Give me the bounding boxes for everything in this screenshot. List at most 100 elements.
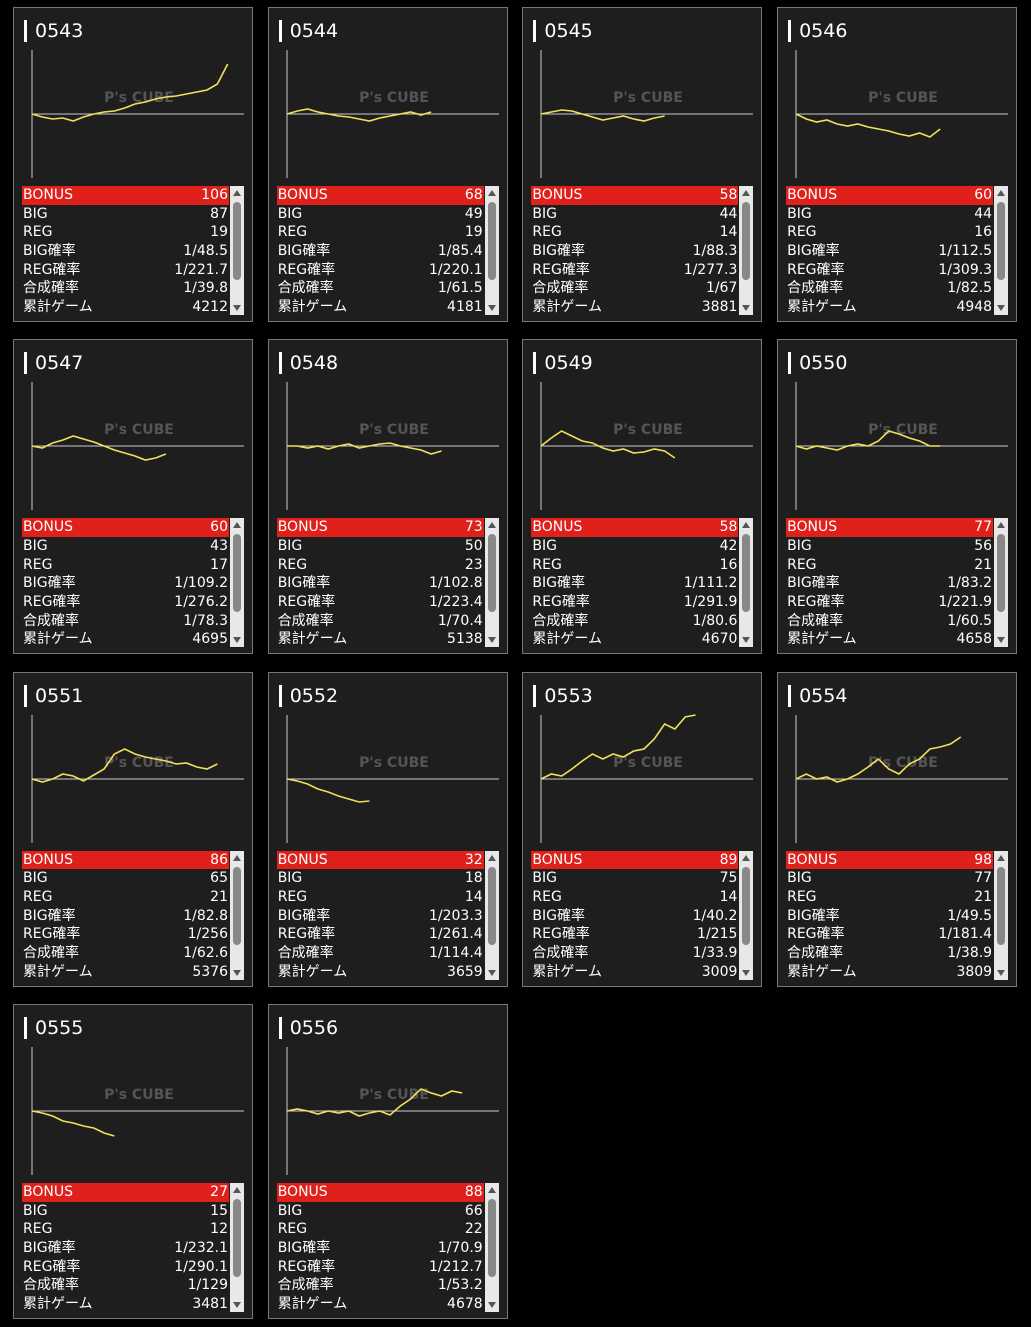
stats-row: 合成確率 1/78.3 [22, 612, 229, 631]
stat-value: 1/61.5 [437, 280, 483, 297]
stat-label: BIG [277, 870, 303, 887]
stat-label: REG [277, 556, 308, 573]
stat-label: REG確率 [277, 926, 336, 943]
stat-value: 1/223.4 [428, 594, 483, 611]
scroll-up [997, 190, 1006, 196]
scroll-thumb [742, 866, 751, 945]
stats-row: BIG 50 [277, 537, 484, 556]
stats-row: BIG確率 1/85.4 [277, 242, 484, 261]
scroll-up [487, 190, 496, 196]
watermark: P's CUBE [868, 90, 938, 106]
stat-label: 累計ゲーム [277, 963, 348, 980]
stat-value: 75 [719, 870, 738, 887]
stat-label: BIG確率 [532, 907, 585, 924]
machine-number: 0555 [24, 1016, 83, 1039]
stat-label: REG [787, 224, 817, 241]
stats-row: 累計ゲーム 4181 [277, 298, 484, 317]
scrollbar [994, 186, 1009, 315]
scroll-arrows [487, 1186, 496, 1308]
stats-row: BIG 56 [786, 537, 993, 556]
stats-row: REG確率 1/223.4 [277, 593, 484, 612]
stat-value: 1/109.2 [174, 575, 228, 592]
machine-card: P's CUBE 0548 BONUS 73 BIG 50 REG 23 BIG確率 1/102.… [267, 339, 508, 655]
machine-number: 0549 [533, 352, 593, 375]
scroll-up [233, 190, 241, 196]
graph: P's CUBE [286, 1046, 499, 1175]
machine-card: P's CUBE 0546 BONUS 60 BIG 44 REG 16 BIG確率 1/112.… [777, 7, 1018, 322]
stat-label: 合成確率 [787, 945, 844, 962]
scrollbar [230, 186, 244, 315]
stat-label: BIG確率 [277, 907, 331, 924]
scroll-arrows [487, 190, 496, 311]
stats-row: BIG確率 1/40.2 [531, 907, 738, 926]
graph: P's CUBE [540, 713, 754, 843]
scroll-arrows [742, 854, 751, 976]
graph-line [31, 747, 218, 783]
stat-value: 44 [719, 205, 738, 222]
stat-value: 1/39.8 [183, 280, 228, 297]
machine-number: 0550 [788, 352, 847, 375]
stat-label: BIG確率 [532, 575, 585, 592]
stats-table: BONUS 60 BIG 43 REG 17 BIG確率 1/109.2 REG確率 1/276.… [22, 518, 229, 649]
watermark: P's CUBE [359, 755, 429, 771]
stats-row: 合成確率 1/39.8 [22, 279, 229, 298]
stat-label: REG確率 [532, 261, 590, 278]
stat-value: 98 [974, 851, 993, 868]
stat-value: 1/203.3 [428, 907, 483, 924]
scroll-arrows [742, 190, 751, 311]
scroll-down [487, 637, 496, 644]
machine-card: P's CUBE 0551 BONUS 86 BIG 65 REG 21 BIG確率 1/82.8… [13, 671, 253, 987]
stat-label: REG確率 [23, 594, 81, 611]
stat-value: 43 [210, 537, 228, 554]
stats-row: 合成確率 1/82.5 [786, 279, 993, 298]
stat-value: 1/221.9 [938, 594, 993, 611]
stats-row: REG 22 [277, 1220, 484, 1239]
stat-label: BIG [532, 537, 557, 554]
stats-table: BONUS 106 BIG 87 REG 19 BIG確率 1/48.5 REG確率 1/221.… [22, 186, 229, 317]
stats-row: 合成確率 1/70.4 [277, 612, 484, 631]
stats-row: 累計ゲーム 3881 [531, 298, 738, 317]
stats-row: BIG 49 [277, 205, 484, 224]
stat-label: BIG確率 [532, 243, 585, 260]
watermark: P's CUBE [868, 755, 938, 771]
scrollbar [739, 850, 754, 980]
scroll-down [233, 305, 241, 311]
stats-row: REG 16 [786, 223, 993, 242]
graph-line [31, 435, 167, 462]
stats-row: 合成確率 1/33.9 [531, 944, 738, 963]
stats-table: BONUS 32 BIG 18 REG 14 BIG確率 1/203.3 REG確率 1/261.… [276, 850, 484, 982]
stat-label: 合成確率 [277, 1277, 334, 1294]
stat-label: REG [277, 1221, 308, 1238]
scroll-up [997, 522, 1006, 529]
scroll-up [997, 854, 1006, 861]
stat-value: 106 [201, 187, 228, 203]
stats-row: BIG確率 1/48.5 [22, 242, 229, 261]
scroll-down [997, 969, 1006, 976]
scroll-arrows [233, 190, 241, 311]
machine-card: P's CUBE 0547 BONUS 60 BIG 43 REG 17 BIG確率 1/109.… [13, 339, 253, 655]
stat-value: 16 [974, 224, 993, 241]
scroll-up [742, 854, 751, 861]
graph-line [286, 108, 432, 122]
stat-value: 3481 [192, 1296, 228, 1313]
stat-value: 27 [210, 1183, 228, 1200]
stat-label: BONUS [277, 519, 328, 536]
stats-table: BONUS 88 BIG 66 REG 22 BIG確率 1/70.9 REG確率 1/212.7… [276, 1182, 484, 1314]
stats-table: BONUS 89 BIG 75 REG 14 BIG確率 1/40.2 REG確率 1/215 合成… [531, 850, 739, 982]
stats-row: REG確率 1/277.3 [531, 261, 738, 280]
stats-row: BONUS 73 [276, 518, 484, 537]
scroll-up [487, 854, 496, 861]
scrollbar [994, 518, 1009, 648]
stat-label: 累計ゲーム [532, 963, 602, 980]
stat-label: 合成確率 [23, 1277, 79, 1294]
stat-label: BIG確率 [23, 575, 76, 592]
scroll-up [233, 522, 241, 529]
stats-row: REG 17 [22, 556, 229, 575]
stats-row: REG 19 [277, 223, 484, 242]
stat-value: 1/82.5 [947, 280, 993, 297]
stat-label: BIG確率 [23, 907, 76, 924]
stat-label: 累計ゲーム [532, 631, 602, 648]
scroll-up [233, 1186, 241, 1193]
stat-value: 5138 [447, 631, 483, 648]
stats-row: REG 23 [277, 556, 484, 575]
